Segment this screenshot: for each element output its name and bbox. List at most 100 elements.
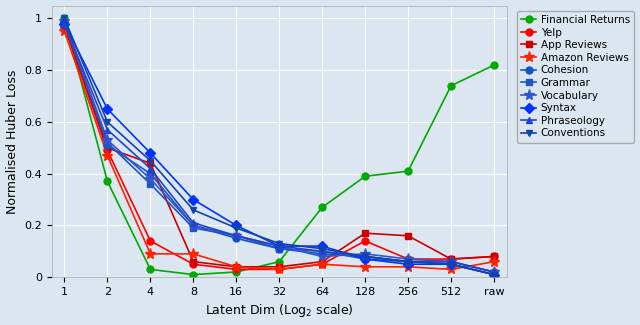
Grammar — [147, 182, 154, 186]
Financial Returns — [447, 84, 455, 88]
Cohesion — [404, 260, 412, 264]
Syntax — [147, 151, 154, 155]
Yelp — [147, 239, 154, 243]
Yelp — [189, 262, 197, 266]
Yelp — [404, 257, 412, 261]
Vocabulary — [232, 234, 240, 238]
Grammar — [61, 22, 68, 26]
Grammar — [362, 257, 369, 261]
App Reviews — [104, 146, 111, 150]
Line: Conventions: Conventions — [61, 15, 497, 278]
App Reviews — [490, 254, 498, 258]
Line: Cohesion: Cohesion — [61, 18, 497, 276]
Amazon Reviews — [447, 267, 455, 271]
Amazon Reviews — [362, 265, 369, 269]
Financial Returns — [61, 17, 68, 20]
Yelp — [61, 24, 68, 28]
Grammar — [189, 226, 197, 230]
Grammar — [490, 273, 498, 277]
Conventions — [147, 159, 154, 163]
Conventions — [61, 17, 68, 20]
Syntax — [189, 198, 197, 202]
Financial Returns — [318, 205, 326, 209]
Phraseology — [447, 260, 455, 264]
Cohesion — [189, 224, 197, 228]
Yelp — [490, 254, 498, 258]
Grammar — [318, 249, 326, 253]
Grammar — [104, 141, 111, 145]
Financial Returns — [404, 169, 412, 173]
Yelp — [318, 262, 326, 266]
Phraseology — [404, 260, 412, 264]
Financial Returns — [104, 179, 111, 183]
Syntax — [362, 257, 369, 261]
Amazon Reviews — [318, 262, 326, 266]
App Reviews — [189, 260, 197, 264]
Syntax — [232, 224, 240, 228]
X-axis label: Latent Dim (Log$_2$ scale): Latent Dim (Log$_2$ scale) — [205, 303, 354, 319]
Cohesion — [447, 260, 455, 264]
Vocabulary — [189, 224, 197, 228]
Amazon Reviews — [189, 252, 197, 256]
Y-axis label: Normalised Huber Loss: Normalised Huber Loss — [6, 69, 19, 214]
Line: Grammar: Grammar — [61, 20, 497, 278]
Cohesion — [61, 19, 68, 23]
Conventions — [318, 247, 326, 251]
Vocabulary — [318, 254, 326, 258]
Phraseology — [362, 254, 369, 258]
Line: App Reviews: App Reviews — [61, 23, 497, 270]
Line: Phraseology: Phraseology — [61, 20, 497, 276]
App Reviews — [147, 162, 154, 165]
Conventions — [490, 273, 498, 277]
Line: Syntax: Syntax — [61, 20, 497, 278]
Yelp — [104, 149, 111, 152]
Conventions — [232, 226, 240, 230]
App Reviews — [362, 231, 369, 235]
Line: Yelp: Yelp — [61, 23, 497, 273]
Syntax — [490, 273, 498, 277]
Grammar — [232, 234, 240, 238]
Vocabulary — [61, 19, 68, 23]
App Reviews — [275, 265, 283, 269]
Cohesion — [147, 172, 154, 176]
Grammar — [275, 247, 283, 251]
Syntax — [447, 262, 455, 266]
Amazon Reviews — [275, 267, 283, 271]
Amazon Reviews — [61, 30, 68, 33]
Syntax — [61, 22, 68, 26]
Financial Returns — [275, 260, 283, 264]
Financial Returns — [189, 273, 197, 277]
App Reviews — [447, 257, 455, 261]
Cohesion — [490, 270, 498, 274]
App Reviews — [404, 234, 412, 238]
Cohesion — [362, 254, 369, 258]
Legend: Financial Returns, Yelp, App Reviews, Amazon Reviews, Cohesion, Grammar, Vocabul: Financial Returns, Yelp, App Reviews, Am… — [516, 11, 634, 143]
Cohesion — [232, 236, 240, 240]
Phraseology — [490, 270, 498, 274]
Yelp — [447, 257, 455, 261]
Financial Returns — [147, 267, 154, 271]
Conventions — [104, 120, 111, 124]
Conventions — [362, 254, 369, 258]
Cohesion — [318, 252, 326, 256]
Phraseology — [104, 128, 111, 132]
Line: Financial Returns: Financial Returns — [61, 15, 497, 278]
App Reviews — [232, 265, 240, 269]
Amazon Reviews — [232, 265, 240, 269]
Cohesion — [104, 143, 111, 147]
Yelp — [232, 267, 240, 271]
Vocabulary — [404, 257, 412, 261]
Line: Vocabulary: Vocabulary — [59, 16, 500, 278]
Phraseology — [318, 249, 326, 253]
Syntax — [275, 244, 283, 248]
Financial Returns — [490, 63, 498, 67]
Grammar — [447, 262, 455, 266]
Conventions — [404, 260, 412, 264]
Amazon Reviews — [104, 154, 111, 158]
Amazon Reviews — [147, 252, 154, 256]
Vocabulary — [275, 244, 283, 248]
Vocabulary — [147, 177, 154, 181]
Yelp — [362, 239, 369, 243]
Conventions — [275, 241, 283, 245]
Vocabulary — [104, 138, 111, 142]
